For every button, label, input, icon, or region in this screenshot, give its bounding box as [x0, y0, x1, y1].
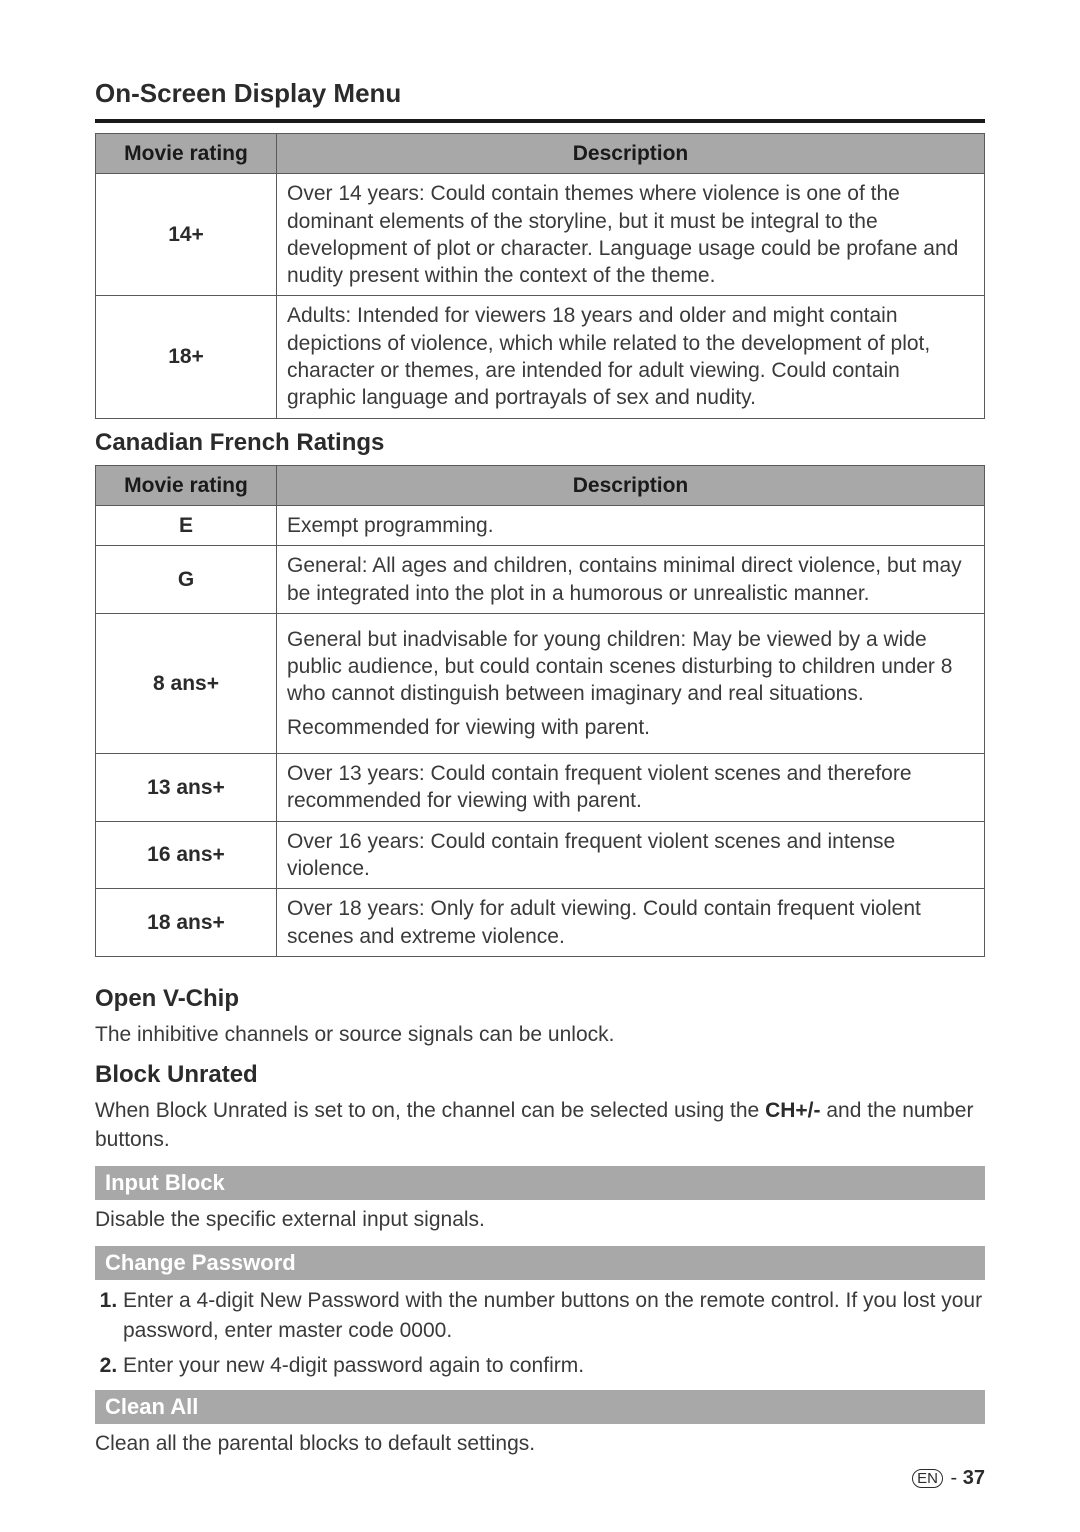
canadian-french-ratings-heading: Canadian French Ratings — [95, 429, 985, 457]
input-block-heading: Input Block — [95, 1166, 985, 1200]
page-footer: EN - 37 — [912, 1467, 985, 1490]
table-row: 8 ans+ General but inadvisable for young… — [96, 613, 985, 753]
table-row: 18 ans+ Over 18 years: Only for adult vi… — [96, 889, 985, 957]
desc-cell: Over 16 years: Could contain frequent vi… — [277, 821, 985, 889]
rating-cell: E — [96, 505, 277, 545]
desc-para: Recommended for viewing with parent. — [287, 714, 974, 741]
footer-lang: EN — [912, 1469, 943, 1488]
rating-cell: 18 ans+ — [96, 889, 277, 957]
desc-cell: Over 14 years: Could contain themes wher… — [277, 174, 985, 296]
block-unrated-prefix: When Block Unrated is set to on, the cha… — [95, 1099, 765, 1122]
change-password-steps: Enter a 4-digit New Password with the nu… — [95, 1286, 985, 1380]
desc-cell: Adults: Intended for viewers 18 years an… — [277, 296, 985, 418]
block-unrated-text: When Block Unrated is set to on, the cha… — [95, 1097, 985, 1154]
table-header-rating: Movie rating — [96, 134, 277, 174]
step-item: Enter a 4-digit New Password with the nu… — [123, 1286, 985, 1345]
footer-sep: - — [945, 1467, 963, 1489]
input-block-text: Disable the specific external input sign… — [95, 1206, 985, 1234]
movie-rating-table-2: Movie rating Description E Exempt progra… — [95, 465, 985, 957]
change-password-heading: Change Password — [95, 1246, 985, 1280]
table-row: 13 ans+ Over 13 years: Could contain fre… — [96, 754, 985, 822]
table-row: 14+ Over 14 years: Could contain themes … — [96, 174, 985, 296]
block-unrated-bold: CH+/- — [765, 1099, 820, 1122]
rating-cell: 8 ans+ — [96, 613, 277, 753]
step-item: Enter your new 4-digit password again to… — [123, 1351, 985, 1380]
desc-para: General but inadvisable for young childr… — [287, 626, 974, 708]
desc-cell: General: All ages and children, contains… — [277, 546, 985, 614]
rating-cell: G — [96, 546, 277, 614]
movie-rating-table-1: Movie rating Description 14+ Over 14 yea… — [95, 133, 985, 419]
desc-cell: Over 13 years: Could contain frequent vi… — [277, 754, 985, 822]
clean-all-heading: Clean All — [95, 1390, 985, 1424]
table-header-rating: Movie rating — [96, 465, 277, 505]
rating-cell: 13 ans+ — [96, 754, 277, 822]
desc-cell: General but inadvisable for young childr… — [277, 613, 985, 753]
table-header-desc: Description — [277, 465, 985, 505]
block-unrated-heading: Block Unrated — [95, 1061, 985, 1089]
table-row: 16 ans+ Over 16 years: Could contain fre… — [96, 821, 985, 889]
table-row: 18+ Adults: Intended for viewers 18 year… — [96, 296, 985, 418]
table-header-desc: Description — [277, 134, 985, 174]
open-vchip-text: The inhibitive channels or source signal… — [95, 1021, 985, 1049]
clean-all-text: Clean all the parental blocks to default… — [95, 1430, 985, 1458]
rating-cell: 18+ — [96, 296, 277, 418]
open-vchip-heading: Open V-Chip — [95, 985, 985, 1013]
desc-cell: Over 18 years: Only for adult viewing. C… — [277, 889, 985, 957]
desc-cell: Exempt programming. — [277, 505, 985, 545]
rating-cell: 16 ans+ — [96, 821, 277, 889]
rating-cell: 14+ — [96, 174, 277, 296]
table-row: G General: All ages and children, contai… — [96, 546, 985, 614]
title-rule — [95, 119, 985, 123]
table-row: E Exempt programming. — [96, 505, 985, 545]
page-title: On-Screen Display Menu — [95, 78, 985, 109]
footer-page-number: 37 — [963, 1467, 985, 1489]
